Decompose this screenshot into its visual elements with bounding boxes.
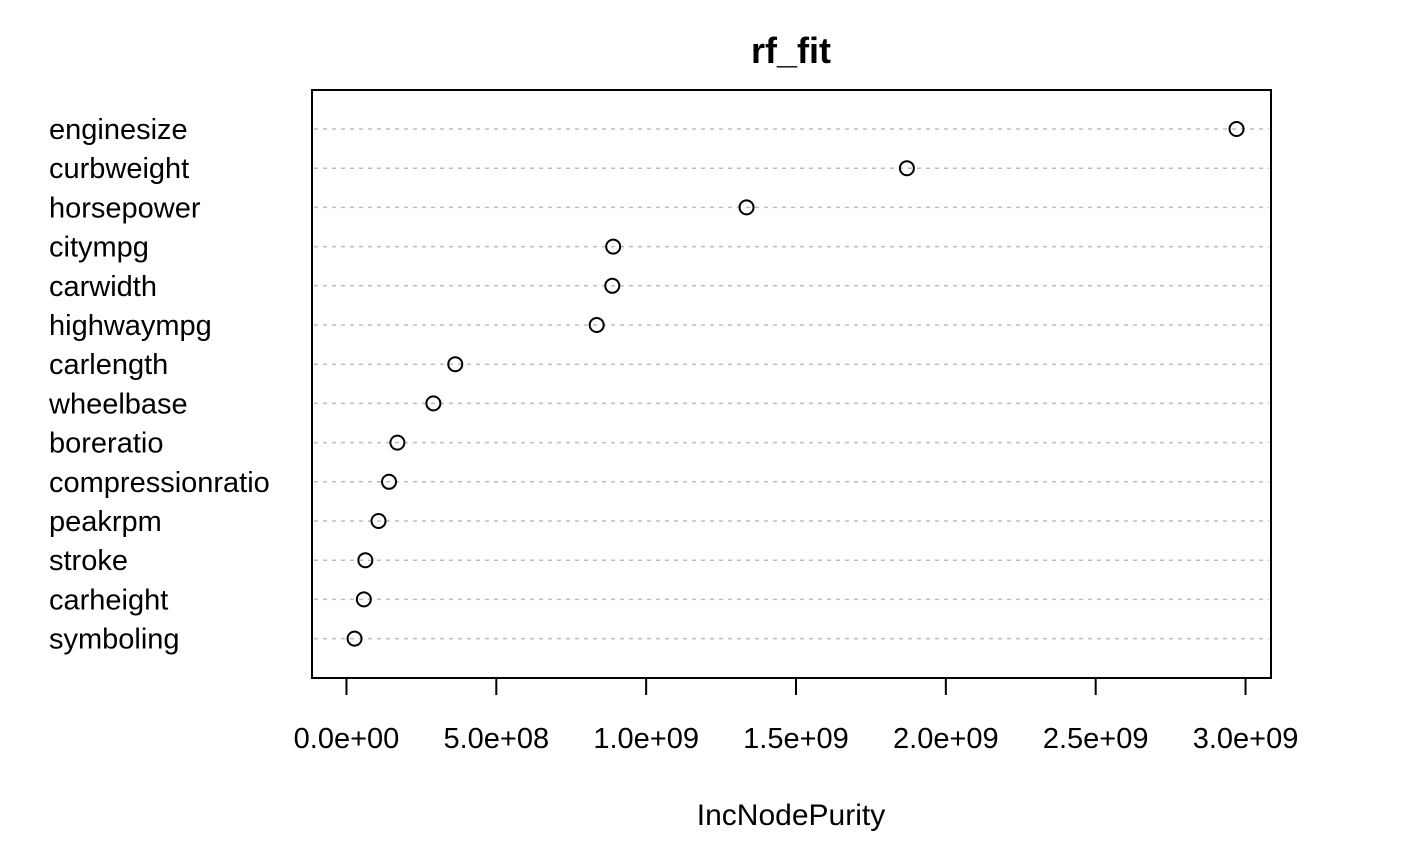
x-tick-label: 1.0e+09 (593, 723, 699, 755)
category-label-boreratio: boreratio (49, 428, 163, 460)
data-point-citympg (605, 238, 622, 255)
category-label-citympg: citympg (49, 232, 149, 264)
data-point-curbweight (898, 160, 915, 177)
x-tick-label: 5.0e+08 (443, 723, 549, 755)
data-point-boreratio (389, 434, 406, 451)
x-tick-label: 2.5e+09 (1043, 723, 1149, 755)
category-labels: enginesize curbweight horsepower citympg car… (48, 114, 270, 656)
category-label-carheight: carheight (49, 584, 168, 616)
grid-lines (314, 128, 1269, 640)
data-points (346, 121, 1245, 647)
plot-frame (311, 89, 1272, 679)
x-tick-label: 2.0e+09 (893, 723, 999, 755)
data-point-highwaympg (588, 317, 605, 333)
category-label-peakrpm: peakrpm (49, 506, 162, 538)
chart-title: rf_fit (751, 30, 831, 71)
data-point-compressionratio (381, 473, 398, 490)
x-tick-label: 3.0e+09 (1193, 723, 1299, 755)
x-axis-label: IncNodePurity (697, 799, 885, 832)
data-point-symboling (346, 630, 363, 647)
data-point-horsepower (738, 199, 755, 216)
data-point-carheight (355, 591, 372, 608)
category-label-compressionratio: compressionratio (49, 467, 270, 499)
data-point-carlength (447, 356, 464, 373)
category-label-wheelbase: wheelbase (48, 388, 188, 420)
x-tick-label: 1.5e+09 (743, 723, 849, 755)
data-point-stroke (357, 552, 374, 569)
category-label-carwidth: carwidth (49, 271, 157, 303)
x-axis: 0.0e+00 5.0e+08 1.0e+09 1.5e+09 2.0e+09 2.5e+… (294, 677, 1299, 755)
data-point-enginesize (1228, 121, 1245, 137)
data-point-peakrpm (370, 513, 387, 529)
data-point-wheelbase (425, 395, 442, 412)
data-point-carwidth (604, 277, 621, 294)
category-label-stroke: stroke (49, 545, 128, 577)
category-label-highwaympg: highwaympg (49, 310, 212, 342)
category-label-curbweight: curbweight (49, 153, 189, 185)
category-label-carlength: carlength (49, 349, 168, 381)
category-label-enginesize: enginesize (49, 114, 188, 146)
category-label-horsepower: horsepower (49, 192, 201, 224)
x-tick-label: 0.0e+00 (294, 723, 400, 755)
category-label-symboling: symboling (49, 624, 180, 656)
